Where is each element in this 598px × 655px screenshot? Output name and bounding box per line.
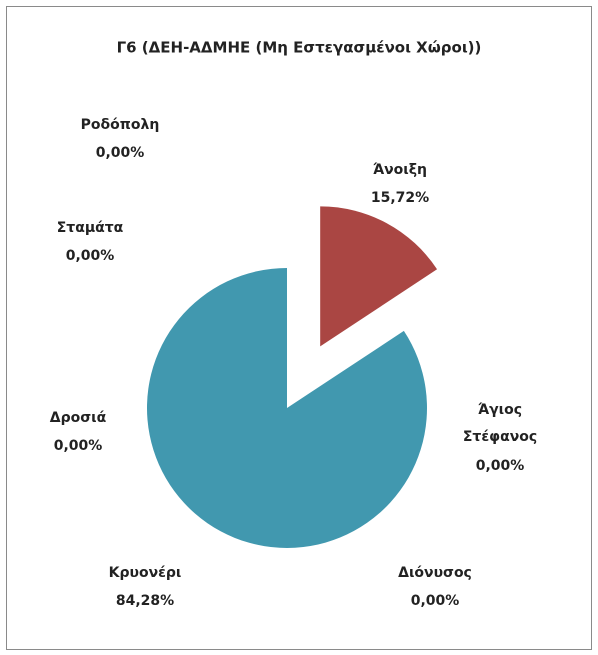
slice-label-line: Άγιος	[478, 402, 522, 418]
slice-value-label: 0,00%	[54, 438, 103, 454]
slice-label: Άγιος Στέφανος	[463, 402, 537, 445]
pie-slice	[320, 206, 438, 347]
slice-label: Ροδόπολη	[81, 117, 160, 133]
slice-value-label: 0,00%	[411, 593, 460, 609]
slice-value-label: 0,00%	[66, 248, 115, 264]
slice-value-label: 0,00%	[96, 145, 145, 161]
slice-value-label: 15,72%	[371, 190, 429, 206]
slice-label-line: Στέφανος	[463, 429, 537, 445]
slice-label: Άνοιξη	[373, 162, 427, 178]
slice-label: Διόνυσος	[398, 565, 472, 581]
slice-value-label: 0,00%	[476, 458, 525, 474]
slice-label: Κρυονέρι	[109, 565, 182, 581]
slice-label: Σταμάτα	[57, 220, 124, 236]
slice-label: Δροσιά	[50, 410, 107, 426]
chart-frame	[6, 6, 592, 650]
chart-title: Γ6 (ΔΕΗ-ΑΔΜΗΕ (Μη Εστεγασμένοι Χώροι))	[117, 39, 482, 57]
slice-value-label: 84,28%	[116, 593, 174, 609]
pie-slice	[147, 268, 428, 548]
